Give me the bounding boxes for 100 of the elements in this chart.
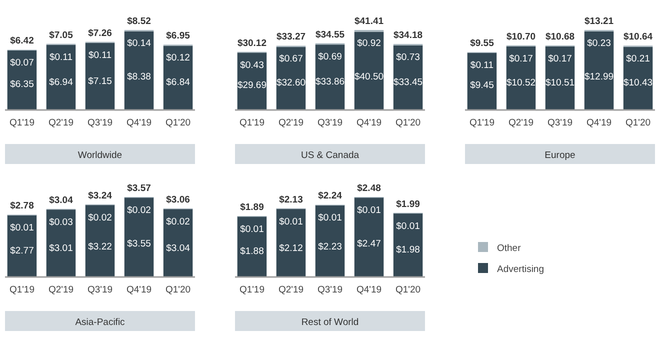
text: Europe [544,150,576,161]
text: Rest of World [301,317,359,328]
data-label: $40.50 [354,72,384,83]
data-label: $0.23 [587,38,611,49]
total-label: $6.42 [10,36,34,47]
text: Asia-Pacific [75,317,126,328]
total-label: $10.64 [623,32,654,43]
text: Worldwide [78,150,122,161]
bar [315,205,345,277]
total-label: $9.55 [470,38,495,50]
total-label: $13.21 [584,16,614,27]
data-label: $9.45 [470,80,494,92]
x-tick-label: Q4'19 [126,284,152,296]
total-label: $3.24 [88,190,113,202]
x-tick-label: Q1'20 [625,118,651,129]
bar [584,31,614,110]
total-label: $7.05 [49,30,74,41]
data-label: $0.92 [357,38,381,49]
data-label: $0.07 [10,58,34,69]
total-label: $2.48 [357,183,381,194]
total-label: $41.41 [354,16,384,27]
data-label: $0.11 [49,52,73,63]
x-tick-label: Q2'19 [48,284,74,296]
data-label: $0.01 [10,222,34,234]
x-tick-label: Q1'20 [165,118,191,129]
data-label: $3.04 [166,242,190,254]
x-tick-label: Q1'19 [469,118,495,129]
data-label: $0.14 [127,38,151,49]
bar [85,204,115,277]
data-label: $10.52 [506,77,536,88]
total-label: $1.99 [396,198,420,210]
x-tick-label: Q3'19 [87,284,113,296]
x-tick-label: Q1'20 [395,284,421,296]
bar [354,32,384,110]
data-label: $0.01 [240,224,264,236]
bar [85,42,115,110]
x-tick-label: Q4'19 [356,284,382,296]
data-label: $0.73 [396,52,420,63]
data-label: $2.47 [357,238,381,250]
data-label: $6.84 [166,77,190,88]
data-label: $0.67 [279,54,303,65]
total-label: $6.95 [166,30,191,42]
total-label: $1.89 [240,202,264,214]
total-label: $10.70 [506,31,536,42]
data-label: $0.02 [166,216,190,228]
data-label: $8.38 [127,72,151,83]
data-label: $0.11 [88,50,112,61]
x-tick-label: Q4'19 [126,118,152,129]
data-label: $1.88 [240,246,264,257]
data-label: $7.15 [88,76,112,88]
x-tick-label: Q1'19 [239,118,265,129]
data-label: $10.51 [545,77,575,88]
x-tick-label: Q3'19 [87,118,113,129]
x-tick-label: Q1'20 [165,284,191,296]
data-label: $0.01 [357,205,381,216]
legend-label: Advertising [497,264,544,275]
data-label: $0.01 [318,212,342,224]
data-label: $12.99 [584,72,614,83]
data-label: $0.01 [396,220,420,232]
total-label: $34.18 [393,30,423,41]
total-label: $8.52 [127,16,151,27]
data-label: $0.21 [626,54,650,65]
data-label: $3.22 [88,241,112,252]
data-label: $29.69 [237,80,267,91]
bar [276,208,306,277]
data-label: $0.02 [88,212,112,224]
x-tick-label: Q3'19 [317,284,343,296]
x-tick-label: Q3'19 [547,118,573,129]
data-label: $6.94 [49,76,73,88]
legend-label: Other [497,243,521,254]
text: US & Canada [300,150,360,161]
data-label: $33.86 [315,76,345,88]
total-label: $2.24 [318,190,343,202]
data-label: $0.17 [509,53,533,64]
total-label: $2.78 [10,200,34,212]
data-label: $2.12 [279,242,303,254]
data-label: $0.43 [240,60,264,71]
bar [124,31,154,110]
data-label: $2.77 [10,245,34,256]
total-label: $33.27 [276,32,306,43]
data-label: $0.11 [470,60,494,72]
data-label: $1.98 [396,244,420,256]
x-tick-label: Q1'19 [239,284,265,296]
x-tick-label: Q1'19 [9,284,35,296]
total-label: $3.57 [127,183,151,194]
bar [237,216,267,277]
x-tick-label: Q2'19 [508,118,534,129]
x-tick-label: Q1'19 [9,118,35,129]
data-label: $33.45 [393,76,423,88]
data-label: $6.35 [10,79,34,90]
x-tick-label: Q2'19 [48,118,74,129]
bar [124,197,154,277]
total-label: $34.55 [315,29,346,40]
x-tick-label: Q2'19 [278,284,304,296]
bar [354,197,384,277]
data-label: $0.03 [49,216,73,228]
x-tick-label: Q4'19 [356,118,382,129]
x-tick-label: Q4'19 [586,118,612,129]
data-label: $10.43 [623,78,653,89]
data-label: $2.23 [318,242,342,253]
